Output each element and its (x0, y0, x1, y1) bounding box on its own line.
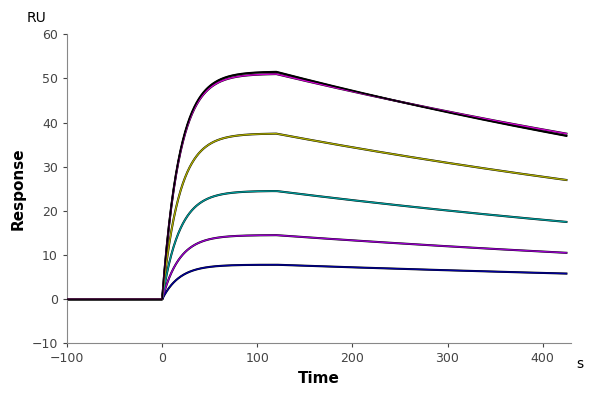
Text: s: s (576, 357, 583, 371)
Text: RU: RU (27, 11, 46, 25)
X-axis label: Time: Time (298, 371, 340, 386)
Y-axis label: Response: Response (11, 148, 26, 230)
